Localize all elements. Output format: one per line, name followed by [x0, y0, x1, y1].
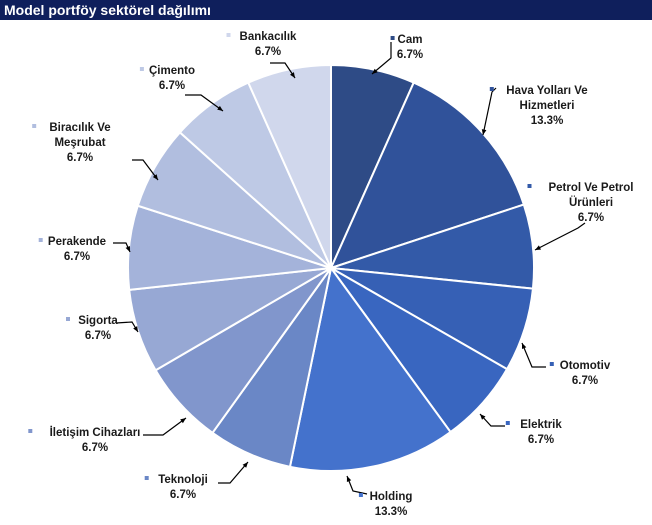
leader-arrow-13	[290, 72, 295, 78]
slice-label-5: Elektrik 6.7%	[505, 419, 562, 446]
slice-label-name: Sigorta	[78, 315, 118, 327]
chart-title-bar: Model portföy sektörel dağılımı	[0, 0, 652, 20]
slice-label-name: İletişim Cihazları	[50, 426, 141, 439]
leader-line-3	[534, 222, 586, 251]
legend-marker	[32, 124, 37, 128]
leader-arrow-11	[152, 174, 158, 180]
slice-label-value: 6.7%	[572, 375, 598, 387]
leader-arrow-8	[180, 418, 186, 424]
leader-arrow-5	[480, 414, 486, 420]
leader-line-4	[521, 342, 546, 368]
leader-line-7	[218, 461, 249, 484]
legend-marker	[226, 33, 231, 37]
slice-label-10: Perakende 6.7%	[38, 236, 106, 263]
leader-line-13	[270, 62, 296, 79]
legend-marker	[144, 476, 149, 480]
slice-label-name: Teknoloji	[158, 474, 208, 486]
slice-label-1: Cam 6.7%	[390, 34, 423, 61]
slice-label-value: 6.7%	[397, 49, 423, 61]
leader-line-1	[371, 42, 392, 75]
slice-label-name: Çimento	[149, 65, 195, 77]
slice-label-3: Petrol Ve Petrol Ürünleri 6.7%	[527, 182, 634, 224]
slice-label-2: Hava Yolları Ve Hizmetleri 13.3%	[489, 85, 588, 127]
slice-label-value: 13.3%	[375, 506, 408, 518]
slice-label-name: Otomotiv	[560, 360, 611, 372]
slice-label-name: Cam	[398, 34, 423, 46]
slice-label-6: Holding 13.3%	[358, 491, 413, 518]
legend-marker	[505, 421, 510, 425]
leader-lines	[113, 42, 586, 495]
legend-marker	[390, 36, 395, 40]
slice-label-value: 6.7%	[578, 212, 604, 224]
slice-label-value: 6.7%	[528, 434, 554, 446]
slice-label-value: 6.7%	[159, 80, 185, 92]
pie-slice-2	[329, 81, 526, 270]
slice-label-name: Biracılık Ve	[49, 122, 110, 134]
slice-label-value: 6.7%	[64, 251, 90, 263]
leader-arrow-10	[125, 246, 130, 252]
leader-arrow-4	[522, 343, 527, 349]
slice-label-name: Hizmetleri	[520, 100, 575, 112]
slice-label-4: Otomotiv 6.7%	[549, 360, 611, 387]
slice-label-value: 6.7%	[82, 442, 108, 454]
slice-label-7: Teknoloji 6.7%	[144, 474, 208, 501]
slice-label-9: Sigorta 6.7%	[66, 315, 118, 342]
pie-slice-6	[288, 265, 452, 472]
leader-arrow-2	[481, 129, 487, 135]
leader-line-11	[132, 159, 159, 181]
slice-label-name: Hava Yolları Ve	[506, 85, 587, 97]
slice-label-name: Holding	[370, 491, 413, 503]
legend-marker	[28, 429, 33, 433]
slice-label-11: Biracılık Ve Meşrubat 6.7%	[32, 122, 111, 164]
slice-label-value: 6.7%	[170, 489, 196, 501]
leader-arrow-3	[535, 245, 541, 250]
slice-label-name: Meşrubat	[54, 137, 105, 149]
legend-marker	[38, 238, 43, 242]
slice-label-name: Ürünleri	[569, 196, 613, 209]
leader-line-2	[482, 87, 497, 136]
leader-line-6	[346, 475, 368, 495]
slice-label-13: Bankacılık 6.7%	[226, 31, 297, 58]
slice-label-name: Elektrik	[520, 419, 562, 431]
slice-label-value: 13.3%	[531, 115, 564, 127]
leader-line-8	[143, 417, 187, 436]
slice-label-name: Petrol Ve Petrol	[548, 182, 633, 194]
leader-arrow-7	[242, 462, 248, 468]
slice-label-12: Çimento 6.7%	[139, 65, 195, 92]
slice-labels: Cam 6.7% Hava Yolları Ve Hizmetleri 13.3% Pet…	[28, 31, 634, 518]
slice-label-8: İletişim Cihazları 6.7%	[28, 426, 140, 454]
leader-arrow-1	[372, 68, 378, 74]
slice-label-value: 6.7%	[85, 330, 111, 342]
leader-line-12	[185, 94, 224, 112]
chart-title: Model portföy sektörel dağılımı	[4, 2, 211, 18]
legend-marker	[549, 362, 554, 366]
leader-arrow-6	[346, 476, 352, 482]
leader-arrow-9	[133, 326, 138, 332]
legend-marker	[527, 184, 532, 188]
legend-marker	[66, 317, 70, 321]
slice-label-value: 6.7%	[255, 46, 281, 58]
slice-label-name: Bankacılık	[240, 31, 297, 43]
legend-marker	[358, 493, 363, 497]
leader-arrow-12	[217, 105, 223, 111]
pie-slices	[126, 63, 536, 472]
slice-label-value: 6.7%	[67, 152, 93, 164]
legend-marker	[139, 67, 144, 71]
legend-marker	[489, 87, 494, 91]
slice-label-name: Perakende	[48, 236, 106, 248]
